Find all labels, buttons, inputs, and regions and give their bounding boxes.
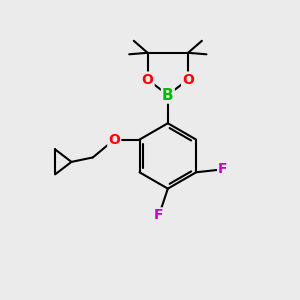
Text: O: O — [142, 73, 154, 87]
Text: O: O — [108, 133, 120, 147]
Text: O: O — [182, 73, 194, 87]
Text: F: F — [218, 162, 228, 176]
Text: B: B — [162, 88, 174, 103]
Text: F: F — [154, 208, 164, 222]
